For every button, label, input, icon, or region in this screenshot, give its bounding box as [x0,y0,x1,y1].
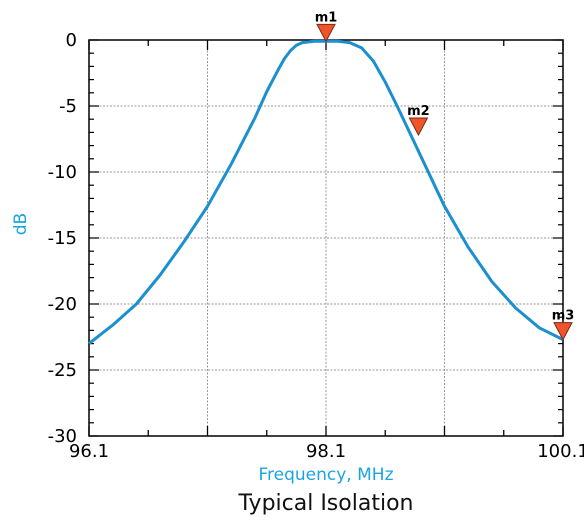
markers: m1 m2 m3 [315,10,575,341]
x-axis-tick-labels: 96.1 98.1 100.1 [69,441,584,462]
minor-ticks [88,39,564,437]
y-tick-label: -15 [48,228,77,249]
y-axis-title: dB [11,213,31,235]
series-line-isolation [88,39,564,345]
x-axis-title: Frequency, MHz [258,465,393,485]
marker-label: m1 [315,10,338,25]
marker-label: m3 [552,309,575,324]
y-tick-label: 0 [66,30,77,51]
marker-triangle-icon [316,23,336,43]
y-tick-label: -10 [48,162,77,183]
chart-caption: Typical Isolation [238,491,414,516]
x-tick-label: 100.1 [537,441,584,462]
x-tick-label: 96.1 [69,441,109,462]
marker-m3: m3 [552,309,575,341]
y-tick-label: -25 [48,360,77,381]
marker-m1: m1 [315,10,338,43]
marker-triangle-icon [408,117,429,137]
x-tick-label: 98.1 [306,441,346,462]
y-tick-label: -20 [48,294,77,315]
y-axis-tick-labels: 0 -5 -10 -15 -20 -25 -30 [48,30,77,447]
grid [89,40,563,436]
y-tick-label: -5 [59,96,77,117]
y-tick-label: -30 [48,426,77,447]
marker-label: m2 [407,104,430,119]
marker-triangle-icon [553,322,573,341]
marker-m2: m2 [407,104,430,137]
